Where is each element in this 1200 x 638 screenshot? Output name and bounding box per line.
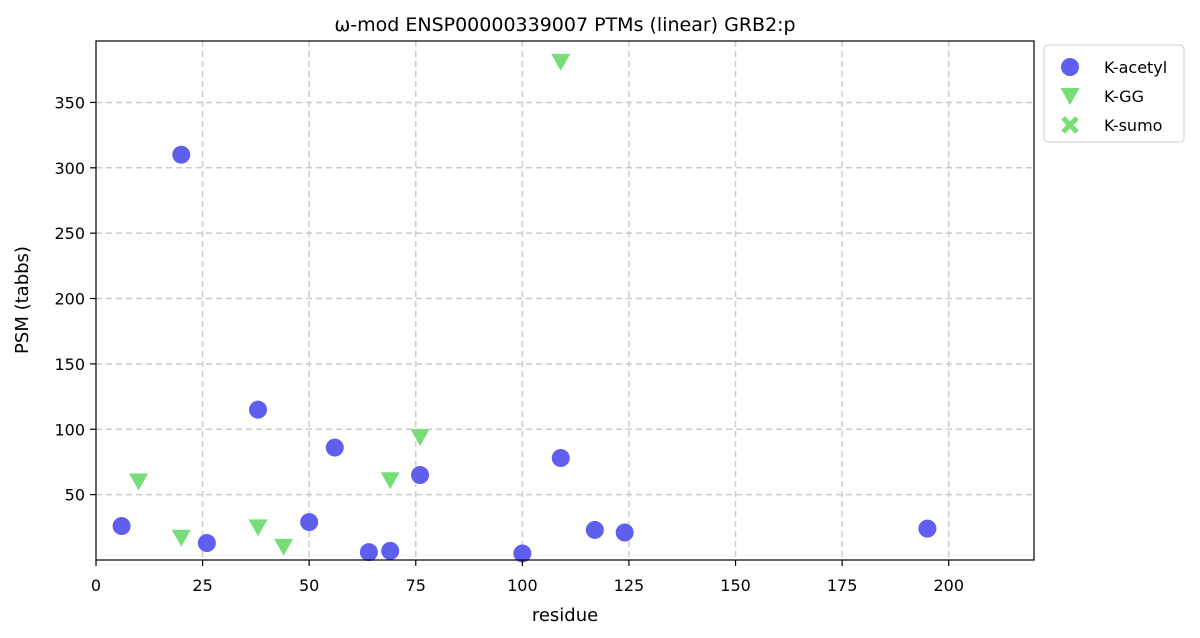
series-k-gg (129, 53, 571, 556)
series-k-acetyl (112, 145, 937, 563)
x-axis-label: residue (532, 605, 598, 626)
data-point (325, 438, 344, 457)
y-tick-label: 350 (54, 93, 85, 112)
legend-marker (1061, 58, 1079, 76)
data-points (112, 53, 937, 563)
y-tick-label: 150 (54, 355, 85, 374)
data-point (551, 53, 571, 71)
y-tick-label: 50 (65, 486, 85, 505)
legend-label: K-sumo (1104, 116, 1162, 135)
y-tick-label: 100 (54, 420, 85, 439)
data-point (585, 520, 604, 539)
data-point (112, 517, 131, 536)
x-tick-label: 200 (933, 576, 964, 595)
x-tick-label: 100 (507, 576, 538, 595)
chart-title: ω-mod ENSP00000339007 PTMs (linear) GRB2… (334, 14, 795, 36)
data-point (172, 145, 191, 164)
legend-label: K-acetyl (1104, 58, 1167, 77)
data-point (380, 472, 400, 490)
data-point (300, 513, 319, 532)
y-tick-label: 300 (54, 159, 85, 178)
x-tick-label: 25 (192, 576, 212, 595)
data-point (359, 543, 378, 562)
y-axis-label: PSM (tabbs) (12, 246, 33, 354)
data-point (410, 429, 430, 447)
x-tick-label: 75 (406, 576, 426, 595)
data-point (171, 529, 191, 547)
x-tick-label: 50 (299, 576, 319, 595)
data-point (918, 519, 937, 538)
data-point (513, 544, 532, 563)
legend-marker (1060, 88, 1080, 105)
x-tick-label: 150 (720, 576, 751, 595)
legend-box (1043, 44, 1185, 143)
x-tick-label: 0 (91, 576, 101, 595)
data-point (274, 538, 294, 556)
data-point (249, 400, 268, 419)
x-tick-label: 125 (614, 576, 645, 595)
x-tick-label: 175 (827, 576, 858, 595)
data-point (248, 519, 268, 537)
axis-ticks: 0 25 50 75 100 125 150 175 200 50 100 150 200 250 300 3… (54, 93, 964, 595)
legend-marker (1061, 116, 1079, 134)
plot-frame (95, 40, 1035, 561)
data-point (411, 466, 430, 485)
data-point (615, 523, 634, 542)
data-point (129, 473, 149, 491)
y-tick-label: 250 (54, 224, 85, 243)
y-tick-label: 200 (54, 290, 85, 309)
legend-label: K-GG (1104, 87, 1144, 106)
data-point (551, 449, 570, 468)
legend: K-acetyl K-GG K-sumo (1043, 44, 1185, 143)
data-point (197, 534, 216, 553)
grid-lines (96, 41, 1034, 560)
data-point (381, 541, 400, 560)
